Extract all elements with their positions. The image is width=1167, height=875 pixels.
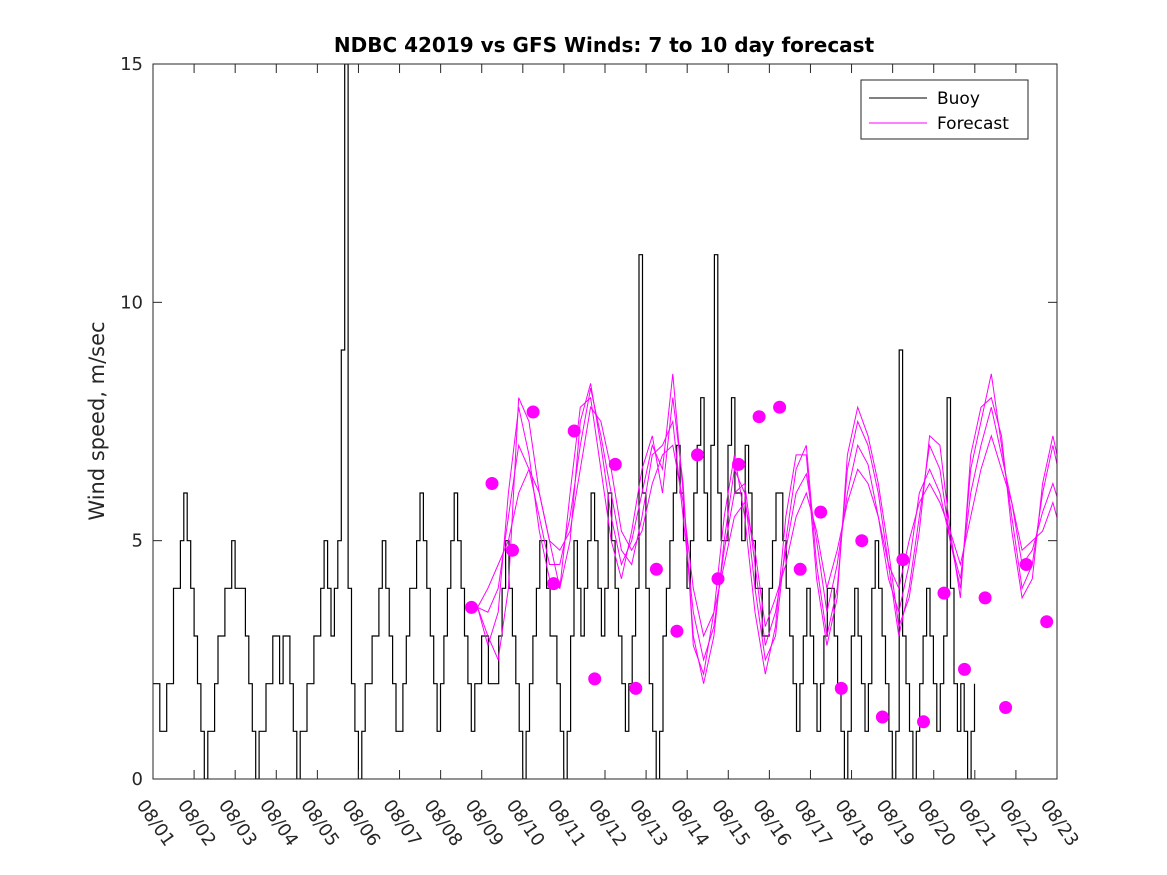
- forecast-marker: [814, 505, 828, 519]
- y-tick-label: 15: [120, 54, 143, 75]
- forecast-marker: [855, 534, 869, 548]
- forecast-marker: [649, 562, 663, 576]
- forecast-marker: [752, 410, 766, 424]
- forecast-marker: [834, 681, 848, 695]
- forecast-marker: [896, 553, 910, 567]
- forecast-marker: [875, 710, 889, 724]
- forecast-marker: [465, 600, 478, 614]
- forecast-marker: [485, 477, 499, 490]
- forecast-marker: [937, 586, 951, 600]
- forecast-marker: [958, 662, 971, 676]
- forecast-marker: [1019, 558, 1033, 571]
- y-tick-label: 5: [132, 531, 143, 552]
- forecast-marker: [608, 457, 622, 471]
- forecast-marker: [917, 715, 930, 729]
- forecast-marker: [547, 577, 561, 591]
- forecast-marker: [978, 591, 992, 605]
- forecast-marker: [773, 400, 787, 414]
- legend-buoy-label: Buoy: [937, 89, 980, 109]
- forecast-member-line-2: [477, 387, 1057, 662]
- forecast-member-line-4: [477, 396, 1057, 677]
- plot-clip-group: [153, 64, 1057, 779]
- legend-forecast-label: Forecast: [937, 114, 1009, 134]
- forecast-marker: [588, 672, 602, 686]
- forecast-marker: [1040, 615, 1054, 629]
- forecast-marker: [711, 572, 725, 586]
- y-tick-label: 0: [132, 769, 143, 790]
- forecast-marker: [999, 701, 1013, 714]
- forecast-marker: [629, 681, 643, 695]
- forecast-marker: [732, 457, 745, 471]
- forecast-marker: [567, 424, 581, 438]
- y-tick-label: 10: [120, 292, 143, 313]
- legend-box: [860, 79, 1029, 140]
- forecast-marker: [691, 448, 704, 462]
- forecast-member-line-3: [477, 405, 1057, 638]
- chart-title: NDBC 42019 vs GFS Winds: 7 to 10 day for…: [334, 33, 875, 57]
- buoy-series-line: [153, 64, 976, 779]
- y-axis-label: Wind speed, m/sec: [85, 321, 109, 520]
- forecast-marker: [793, 562, 807, 576]
- forecast-marker: [670, 624, 684, 638]
- forecast-marker: [506, 543, 519, 557]
- series-layer: [153, 64, 1057, 779]
- legend: Buoy Forecast: [860, 79, 1029, 140]
- forecast-marker: [526, 405, 540, 419]
- forecast-member-line-1: [477, 373, 1057, 684]
